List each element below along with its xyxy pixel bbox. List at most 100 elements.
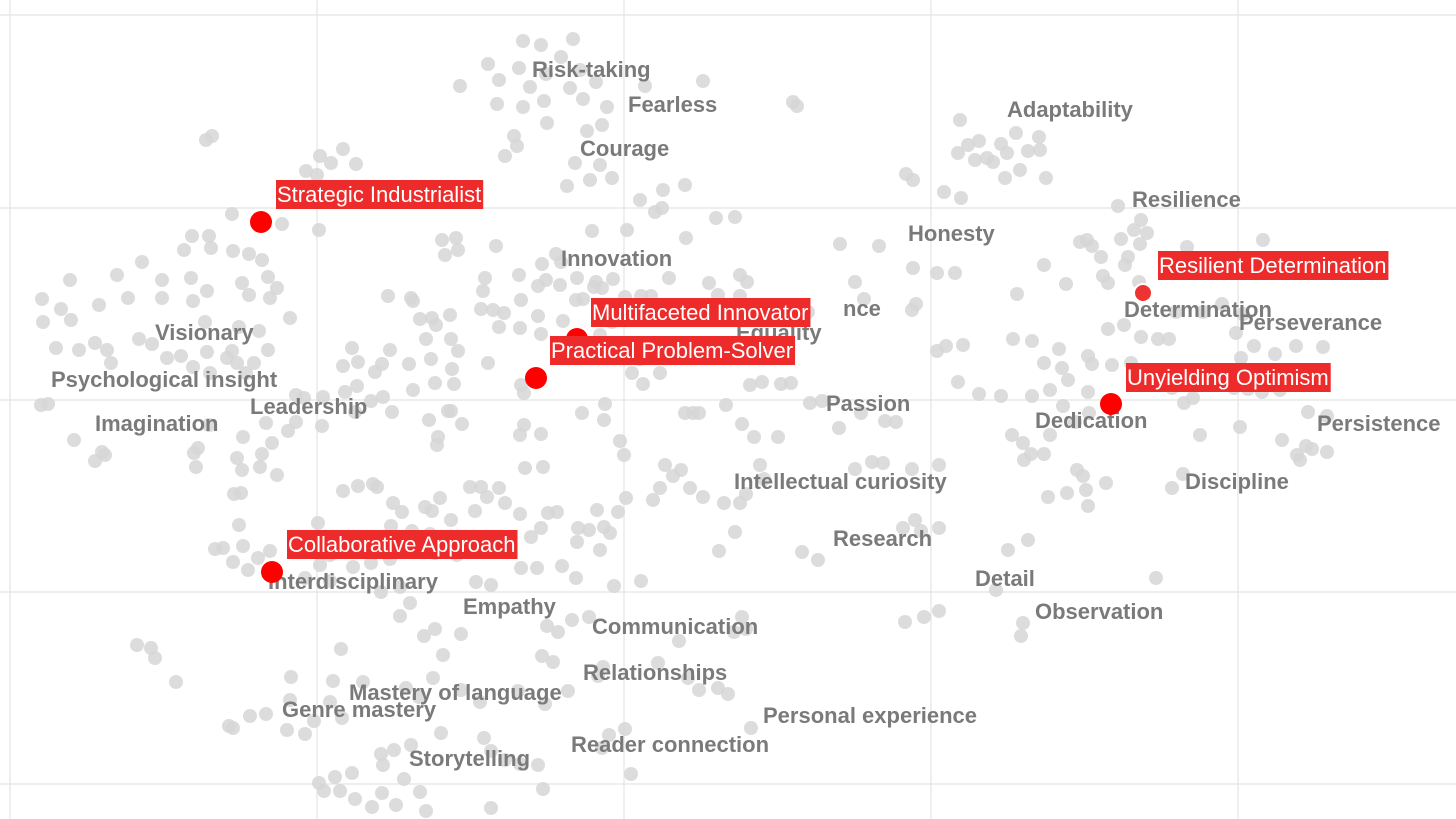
data-point <box>88 336 102 350</box>
data-point <box>1025 389 1039 403</box>
data-point <box>312 223 326 237</box>
data-point <box>784 376 798 390</box>
data-point <box>145 337 159 351</box>
data-point <box>202 418 216 432</box>
data-point <box>1033 143 1047 157</box>
data-point <box>243 709 257 723</box>
data-point <box>336 359 350 373</box>
data-point <box>914 524 928 538</box>
data-point <box>364 556 378 570</box>
data-point <box>619 491 633 505</box>
highlight-group: Practical Problem-Solver <box>525 336 796 389</box>
data-point <box>1133 237 1147 251</box>
data-point <box>1055 361 1069 375</box>
data-point <box>905 462 919 476</box>
data-point <box>351 479 365 493</box>
gray-labels: Risk-taking Fearless Courage Adaptability Re… <box>51 57 1441 771</box>
data-point <box>324 156 338 170</box>
data-point <box>261 343 275 357</box>
term-label: Discipline <box>1185 469 1289 494</box>
data-point <box>593 158 607 172</box>
data-point <box>422 413 436 427</box>
data-point <box>570 535 584 549</box>
highlight-label-box <box>550 336 796 365</box>
data-point <box>356 675 370 689</box>
data-point <box>930 266 944 280</box>
data-point <box>1275 433 1289 447</box>
data-point <box>433 491 447 505</box>
data-point <box>795 545 809 559</box>
data-point <box>1247 339 1261 353</box>
data-point <box>906 261 920 275</box>
data-point <box>199 133 213 147</box>
data-point <box>241 563 255 577</box>
data-point <box>1032 130 1046 144</box>
data-point <box>563 81 577 95</box>
term-label: Empathy <box>463 594 557 619</box>
data-point <box>518 461 532 475</box>
data-point <box>208 542 222 556</box>
highlight-label-box <box>1158 251 1389 280</box>
data-point <box>185 229 199 243</box>
data-point <box>672 634 686 648</box>
data-point <box>551 625 565 639</box>
data-point <box>575 406 589 420</box>
data-point <box>236 430 250 444</box>
data-point <box>283 311 297 325</box>
data-point <box>569 571 583 585</box>
data-point <box>571 521 585 535</box>
term-label: Persistence <box>1317 411 1441 436</box>
data-point <box>148 651 162 665</box>
data-point <box>633 193 647 207</box>
data-point <box>247 356 261 370</box>
data-point <box>200 284 214 298</box>
data-point <box>605 171 619 185</box>
term-label: Reader connection <box>571 732 769 757</box>
data-point <box>497 306 511 320</box>
data-point <box>375 786 389 800</box>
data-point <box>1176 467 1190 481</box>
data-point <box>489 239 503 253</box>
term-label: Relationships <box>583 660 727 685</box>
data-point <box>917 610 931 624</box>
highlight-point <box>1100 393 1122 415</box>
data-point <box>679 231 693 245</box>
highlight-group: Resilient Determination <box>1133 251 1389 303</box>
data-point <box>284 670 298 684</box>
data-point <box>602 728 616 742</box>
data-point <box>251 551 265 565</box>
highlight-group: Unyielding Optimism <box>1100 363 1331 415</box>
highlight-label: Resilient Determination <box>1159 253 1386 278</box>
term-label: Leadership <box>250 394 367 419</box>
data-point <box>686 406 700 420</box>
highlight-label: Practical Problem-Solver <box>551 338 793 363</box>
data-point <box>553 278 567 292</box>
data-point <box>624 767 638 781</box>
data-point <box>54 302 68 316</box>
highlight-label: Multifaceted Innovator <box>592 300 808 325</box>
data-point <box>681 671 695 685</box>
data-point <box>937 185 951 199</box>
data-point <box>1037 447 1051 461</box>
data-point <box>449 231 463 245</box>
data-point <box>225 207 239 221</box>
data-point <box>932 521 946 535</box>
data-point <box>289 415 303 429</box>
data-point <box>498 149 512 163</box>
data-point <box>1140 226 1154 240</box>
data-point <box>299 164 313 178</box>
data-point <box>603 526 617 540</box>
data-point <box>328 770 342 784</box>
data-point <box>1101 322 1115 336</box>
data-point <box>536 782 550 796</box>
data-point <box>523 80 537 94</box>
data-point <box>381 289 395 303</box>
data-point <box>428 622 442 636</box>
data-point <box>932 458 946 472</box>
data-point <box>889 415 903 429</box>
data-point <box>444 404 458 418</box>
data-point <box>1009 126 1023 140</box>
data-point <box>986 155 1000 169</box>
data-point <box>281 424 295 438</box>
